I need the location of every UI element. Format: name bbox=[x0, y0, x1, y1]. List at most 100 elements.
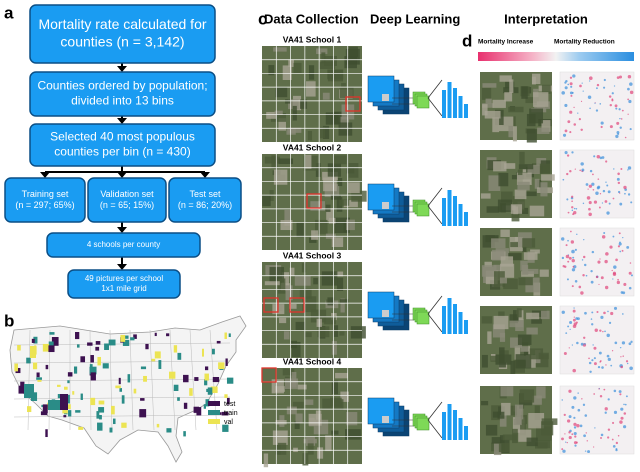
terrain bbox=[519, 389, 535, 403]
colorbar-label: Mortality Reduction bbox=[554, 39, 615, 46]
terrain bbox=[526, 113, 536, 127]
heat-dot bbox=[599, 103, 602, 105]
heat-dot bbox=[569, 82, 573, 86]
heat-dot bbox=[598, 351, 602, 355]
terrain bbox=[529, 205, 545, 217]
heat-dot bbox=[585, 274, 588, 277]
terrain bbox=[481, 87, 492, 100]
heat-dot bbox=[603, 311, 606, 315]
flow-box-text: 4 schools per county bbox=[87, 240, 160, 249]
heat-dot bbox=[571, 258, 575, 263]
heat-dot bbox=[618, 108, 621, 111]
arrow-head bbox=[117, 172, 127, 178]
state-border bbox=[13, 414, 231, 418]
flow-box-text: Selected 40 most populous bbox=[50, 130, 195, 144]
heat-dot bbox=[591, 323, 594, 326]
terrain bbox=[338, 122, 353, 136]
heat-dot bbox=[612, 235, 615, 238]
terrain bbox=[499, 414, 507, 427]
cnn-fc bbox=[427, 401, 443, 439]
heat-dot bbox=[573, 316, 575, 318]
heat-dot bbox=[569, 131, 572, 134]
arrow-head bbox=[40, 172, 50, 178]
terrain bbox=[500, 386, 514, 397]
heat-dot bbox=[584, 414, 588, 417]
terrain bbox=[285, 99, 291, 104]
output-bar bbox=[447, 298, 452, 334]
output-bar bbox=[464, 212, 468, 226]
county bbox=[64, 386, 68, 390]
heat-dot bbox=[598, 283, 600, 286]
terrain bbox=[482, 104, 488, 116]
terrain bbox=[498, 311, 505, 318]
state-border bbox=[89, 329, 92, 431]
county bbox=[133, 334, 137, 339]
heat-dot bbox=[629, 82, 633, 86]
heat-dot bbox=[617, 172, 620, 176]
heat-dot bbox=[613, 410, 618, 414]
terrain bbox=[296, 222, 304, 238]
county bbox=[15, 367, 21, 374]
terrain bbox=[516, 308, 522, 318]
output-bar bbox=[442, 90, 446, 118]
county bbox=[98, 407, 105, 413]
flow-box-text: Mortality rate calculated for bbox=[38, 16, 206, 32]
state-border bbox=[27, 329, 31, 431]
county bbox=[158, 360, 162, 369]
heat-dot bbox=[565, 254, 570, 259]
heat-dot bbox=[625, 395, 628, 398]
county bbox=[80, 356, 86, 363]
flow-box bbox=[67, 269, 181, 299]
terrain bbox=[523, 400, 532, 406]
terrain bbox=[485, 98, 492, 104]
terrain bbox=[315, 219, 328, 234]
heat-dot bbox=[576, 233, 578, 236]
heat-dot bbox=[571, 195, 574, 198]
state-border bbox=[169, 329, 176, 431]
heat-dot bbox=[588, 207, 591, 211]
terrain bbox=[481, 354, 488, 368]
terrain bbox=[523, 252, 538, 260]
county bbox=[204, 379, 208, 386]
terrain bbox=[518, 164, 534, 170]
state-border bbox=[149, 329, 155, 431]
terrain bbox=[527, 164, 541, 174]
county bbox=[111, 405, 115, 415]
county bbox=[67, 380, 70, 384]
terrain bbox=[339, 87, 354, 98]
heat-dot bbox=[590, 280, 594, 284]
terrain bbox=[510, 360, 516, 374]
heat-dot bbox=[588, 357, 590, 360]
terrain bbox=[532, 395, 542, 405]
heat-dot bbox=[615, 448, 618, 451]
legend-label: test bbox=[224, 401, 235, 408]
county bbox=[51, 337, 59, 346]
heat-dot bbox=[625, 360, 629, 363]
terrain bbox=[305, 332, 312, 338]
heat-dot bbox=[593, 200, 598, 204]
terrain bbox=[308, 413, 322, 426]
county bbox=[226, 397, 230, 405]
terrain bbox=[502, 434, 517, 441]
flow-box bbox=[29, 71, 216, 117]
section-title: Interpretation bbox=[504, 11, 588, 26]
county bbox=[226, 377, 234, 384]
cnn-dense bbox=[416, 311, 430, 325]
flow-box-text: counties (n = 3,142) bbox=[60, 33, 184, 49]
heat-dot bbox=[630, 340, 633, 343]
heat-dot bbox=[569, 328, 571, 331]
terrain bbox=[293, 447, 298, 453]
terrain bbox=[310, 201, 326, 211]
terrain bbox=[286, 128, 296, 135]
heat-dot bbox=[561, 310, 565, 314]
heat-dot bbox=[600, 121, 604, 125]
heat-dot bbox=[564, 86, 568, 90]
output-bar bbox=[458, 312, 463, 334]
heat-dot bbox=[580, 128, 583, 132]
legend-swatch bbox=[208, 410, 220, 415]
heat-dot bbox=[590, 318, 593, 320]
heat-dot bbox=[577, 392, 579, 394]
terrain bbox=[333, 325, 339, 337]
terrain bbox=[350, 326, 366, 339]
county bbox=[62, 410, 68, 414]
